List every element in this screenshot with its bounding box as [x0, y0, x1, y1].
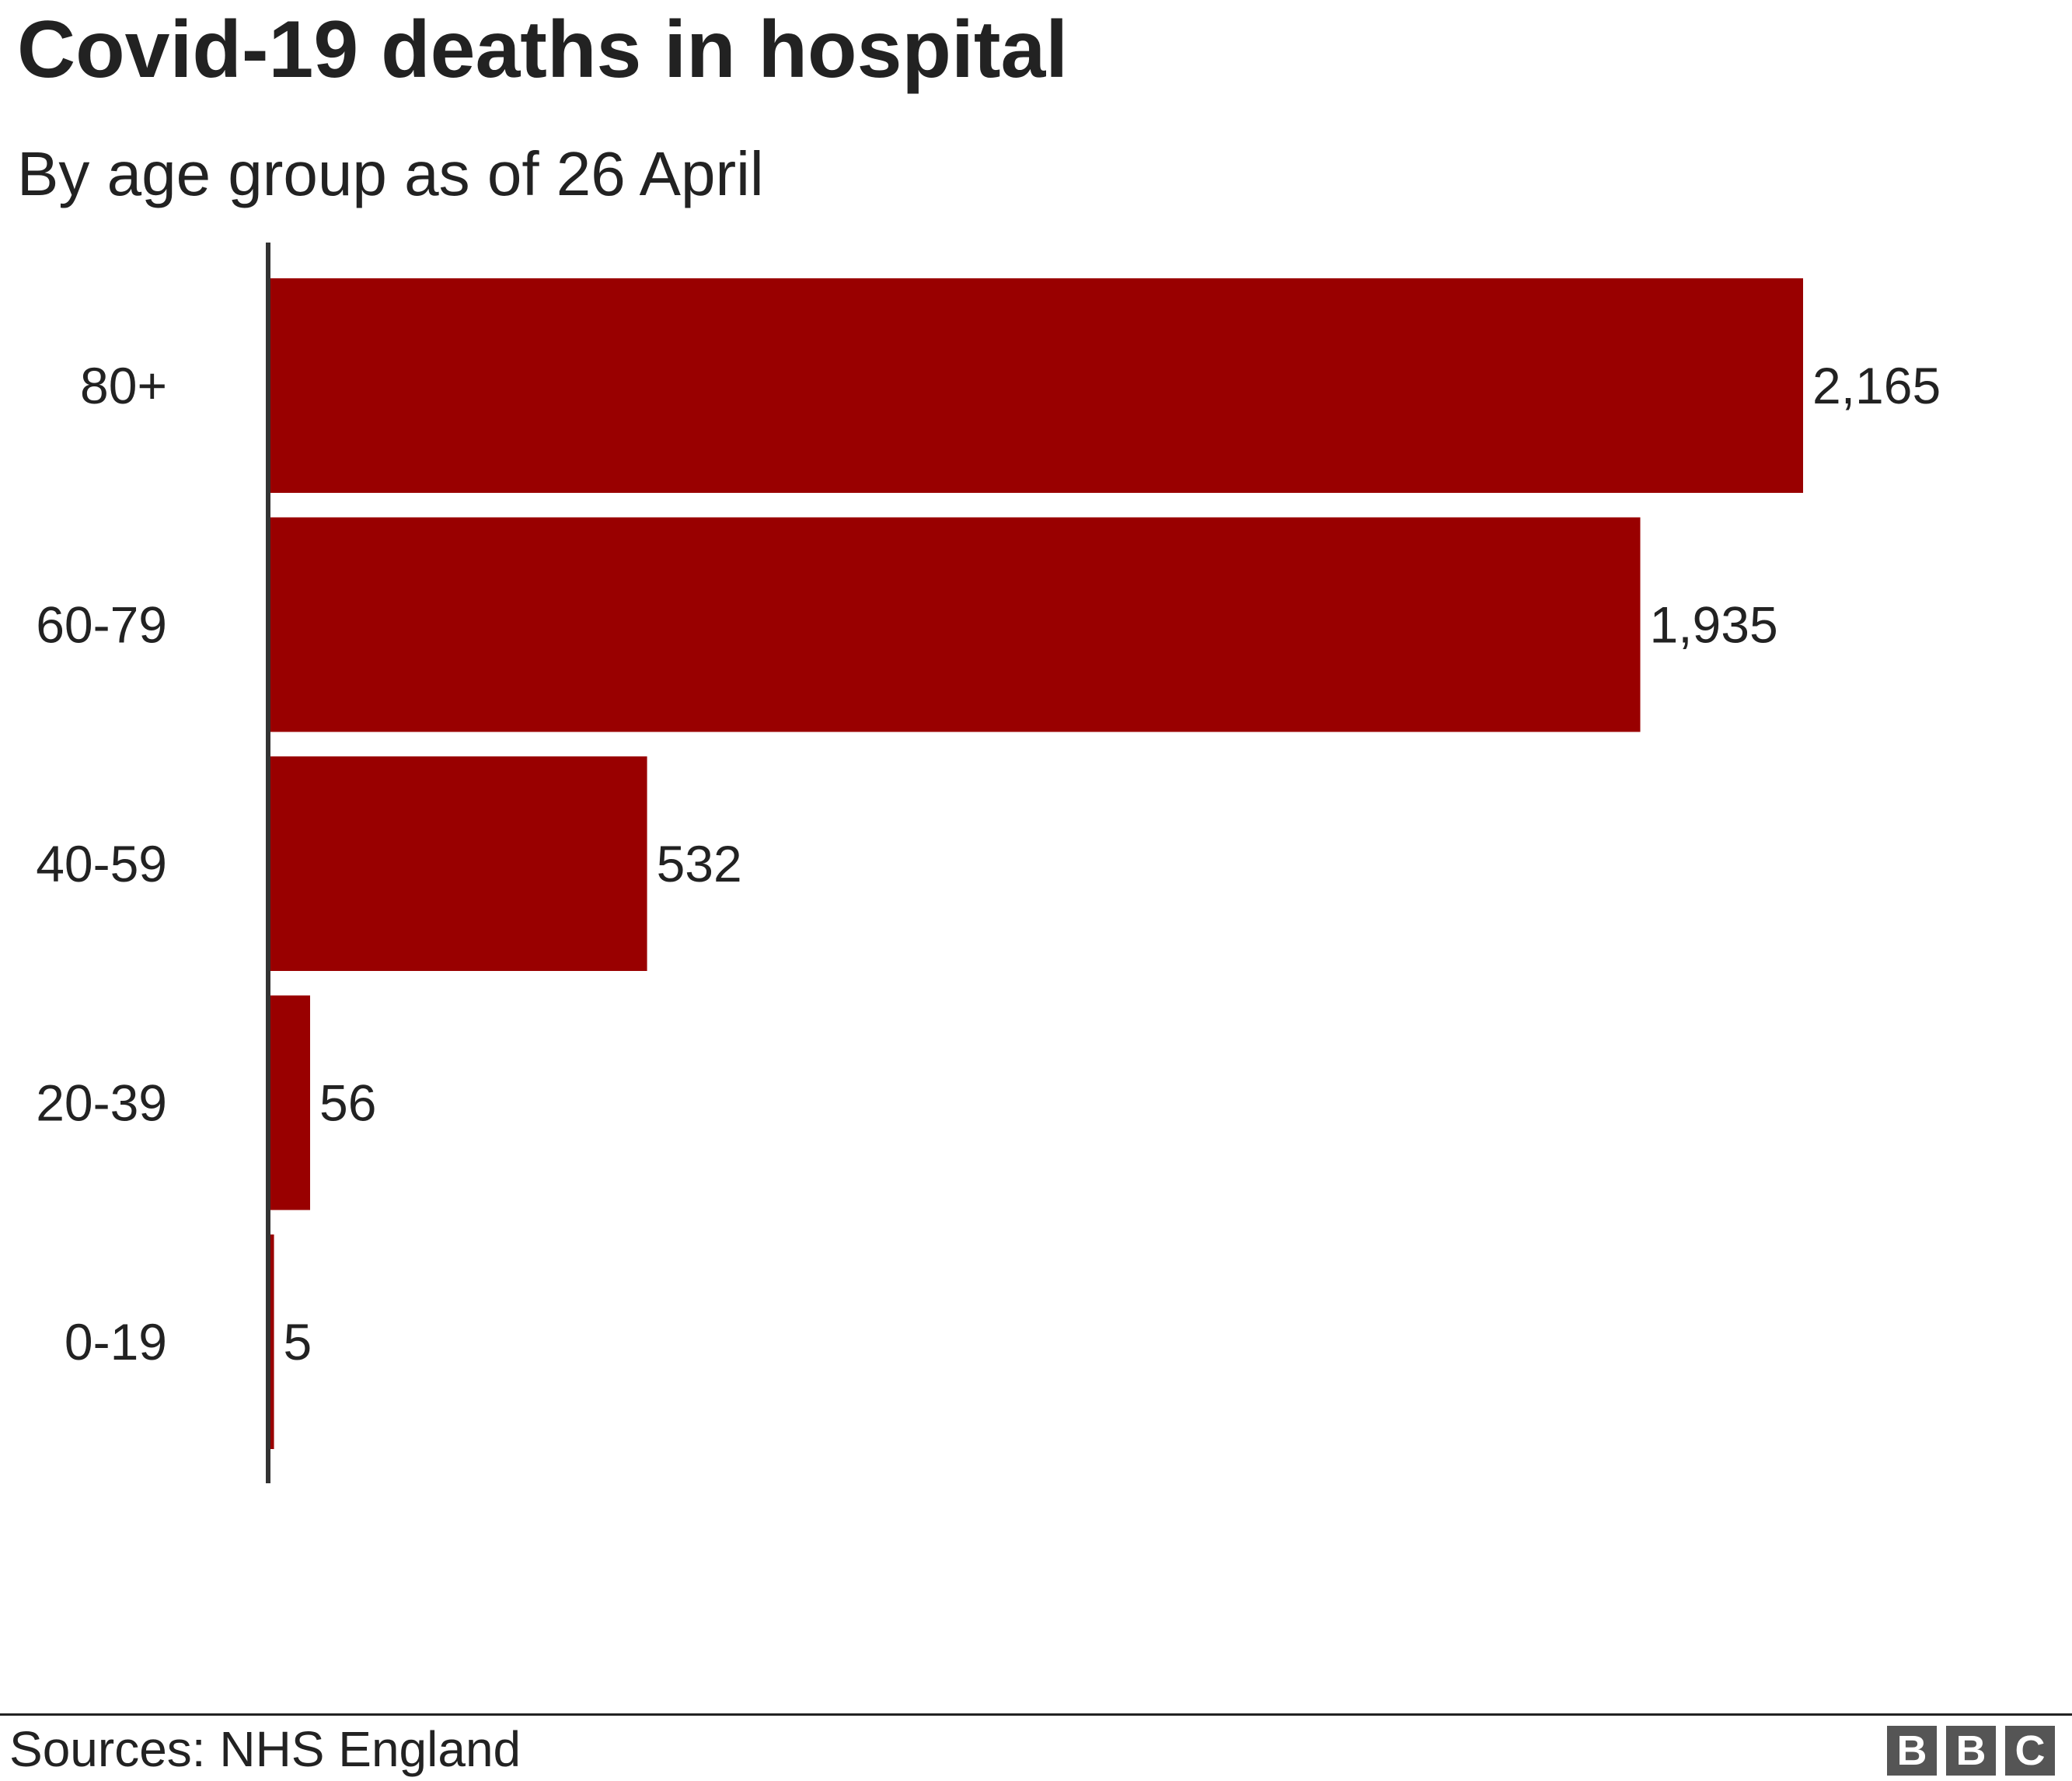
bar	[270, 517, 1641, 732]
bbc-logo: B B C	[1887, 1726, 2055, 1776]
source-note: Sources: NHS England	[9, 1721, 521, 1777]
bar	[270, 995, 311, 1210]
value-label: 56	[319, 1074, 376, 1132]
category-label: 40-59	[36, 835, 167, 892]
category-labels-group: 80+ 60-79 40-59 20-39 0-19	[36, 357, 167, 1371]
value-labels-group: 2,165 1,935 532 56 5	[284, 357, 1941, 1371]
chart-subtitle: By age group as of 26 April	[17, 139, 764, 208]
bar	[270, 756, 647, 971]
bars-group	[270, 278, 1803, 1449]
chart-title: Covid-19 deaths in hospital	[17, 5, 1069, 95]
value-label: 532	[657, 835, 742, 892]
bar	[270, 278, 1803, 493]
bar-chart: 80+ 60-79 40-59 20-39 0-19 2,165 1,935 532 56 5	[36, 243, 1941, 1483]
category-label: 80+	[80, 357, 167, 414]
category-label: 60-79	[36, 596, 167, 654]
value-label: 2,165	[1812, 357, 1941, 414]
bar	[270, 1234, 274, 1449]
category-label: 20-39	[36, 1074, 167, 1132]
logo-letter: B	[1946, 1726, 1996, 1776]
value-label: 5	[284, 1313, 312, 1371]
value-label: 1,935	[1650, 596, 1778, 654]
category-label: 0-19	[65, 1313, 167, 1371]
logo-letter: C	[2005, 1726, 2055, 1776]
footer-divider	[0, 1713, 2072, 1716]
logo-letter: B	[1887, 1726, 1937, 1776]
